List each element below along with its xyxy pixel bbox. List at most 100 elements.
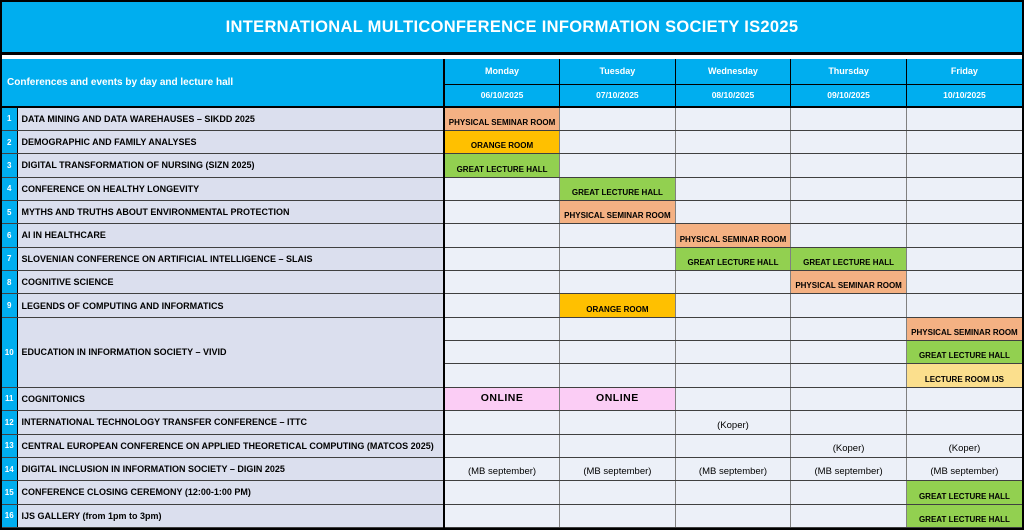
table-row: 3 DIGITAL TRANSFORMATION OF NURSING (SIZN… bbox=[2, 153, 1022, 178]
conference-label: COGNITIVE SCIENCE bbox=[17, 270, 445, 295]
schedule-cell: ONLINE bbox=[443, 387, 560, 412]
schedule-cell bbox=[674, 200, 791, 225]
schedule-cell: GREAT LECTURE HALL bbox=[559, 177, 676, 201]
schedule-cell bbox=[905, 130, 1022, 155]
day-header-monday: Monday bbox=[443, 59, 560, 85]
row-number: 14 bbox=[2, 457, 18, 482]
table-row: 2 DEMOGRAPHIC AND FAMILY ANALYSES ORANGE R… bbox=[2, 130, 1022, 155]
schedule-cell bbox=[559, 410, 676, 435]
row-number: 13 bbox=[2, 434, 18, 458]
date-header-friday: 10/10/2025 bbox=[905, 84, 1022, 108]
schedule-cell bbox=[559, 480, 676, 505]
day-header-thursday: Thursday bbox=[790, 59, 907, 85]
conference-label: MYTHS AND TRUTHS ABOUT ENVIRONMENTAL PRO… bbox=[17, 200, 445, 225]
schedule-cell: LECTURE ROOM IJS bbox=[905, 363, 1022, 388]
schedule-cell: (MB september) bbox=[559, 457, 676, 482]
schedule-cell bbox=[559, 223, 676, 248]
row-number: 9 bbox=[2, 293, 18, 318]
schedule-cell bbox=[790, 223, 907, 248]
conference-label: CENTRAL EUROPEAN CONFERENCE ON APPLIED T… bbox=[17, 434, 445, 458]
conference-label: IJS GALLERY (from 1pm to 3pm) bbox=[17, 504, 445, 528]
conference-label: EDUCATION IN INFORMATION SOCIETY – VIVID bbox=[17, 317, 445, 388]
schedule-cell bbox=[443, 504, 560, 528]
schedule-cell: (MB september) bbox=[674, 457, 791, 482]
schedule-cell bbox=[674, 153, 791, 178]
schedule-cell bbox=[674, 340, 791, 365]
table-row: GREAT LECTURE HALL bbox=[2, 340, 1022, 365]
schedule-cell bbox=[674, 107, 791, 131]
conference-label: COGNITONICS bbox=[17, 387, 445, 412]
schedule-cell bbox=[905, 200, 1022, 225]
schedule-cell bbox=[674, 363, 791, 388]
row-number: 5 bbox=[2, 200, 18, 225]
schedule-cell bbox=[443, 317, 560, 342]
schedule-cell: PHYSICAL SEMINAR ROOM bbox=[443, 107, 560, 131]
schedule-cell bbox=[790, 480, 907, 505]
schedule-cell bbox=[790, 504, 907, 528]
date-header-monday: 06/10/2025 bbox=[443, 84, 560, 108]
table-row: 6 AI IN HEALTHCARE PHYSICAL SEMINAR ROOM bbox=[2, 223, 1022, 248]
row-number: 7 bbox=[2, 247, 18, 272]
schedule-cell bbox=[559, 363, 676, 388]
schedule-cell: (Koper) bbox=[790, 434, 907, 458]
schedule-cell bbox=[559, 130, 676, 155]
schedule-cell bbox=[443, 363, 560, 388]
schedule-cell bbox=[674, 387, 791, 412]
schedule-cell bbox=[790, 293, 907, 318]
schedule-cell: (MB september) bbox=[790, 457, 907, 482]
schedule-cell bbox=[443, 410, 560, 435]
schedule-cell bbox=[559, 270, 676, 295]
schedule-cell: (MB september) bbox=[905, 457, 1022, 482]
schedule-cell bbox=[905, 223, 1022, 248]
table-body: 1 DATA MINING AND DATA WAREHAUSES – SIKDD… bbox=[2, 107, 1022, 528]
schedule-cell bbox=[905, 387, 1022, 412]
conference-label: SLOVENIAN CONFERENCE ON ARTIFICIAL INTEL… bbox=[17, 247, 445, 272]
schedule-cell bbox=[674, 130, 791, 155]
schedule-cell bbox=[790, 200, 907, 225]
date-header-thursday: 09/10/2025 bbox=[790, 84, 907, 108]
schedule-cell bbox=[790, 363, 907, 388]
schedule-cell bbox=[790, 130, 907, 155]
schedule-cell: PHYSICAL SEMINAR ROOM bbox=[674, 223, 791, 248]
schedule-cell bbox=[674, 317, 791, 342]
schedule-cell bbox=[559, 153, 676, 178]
schedule-cell: ORANGE ROOM bbox=[559, 293, 676, 318]
schedule-cell: PHYSICAL SEMINAR ROOM bbox=[559, 200, 676, 225]
schedule-cell: GREAT LECTURE HALL bbox=[790, 247, 907, 272]
schedule-cell bbox=[559, 317, 676, 342]
row-number: 4 bbox=[2, 177, 18, 201]
schedule-cell: PHYSICAL SEMINAR ROOM bbox=[790, 270, 907, 295]
conference-label: CONFERENCE CLOSING CEREMONY (12:00-1:00 … bbox=[17, 480, 445, 505]
day-header-friday: Friday bbox=[905, 59, 1022, 85]
schedule-cell: ORANGE ROOM bbox=[443, 130, 560, 155]
schedule-cell bbox=[559, 107, 676, 131]
schedule-cell bbox=[559, 504, 676, 528]
conference-label: CONFERENCE ON HEALTHY LONGEVITY bbox=[17, 177, 445, 201]
table-row: LECTURE ROOM IJS bbox=[2, 363, 1022, 388]
table-row: 15 CONFERENCE CLOSING CEREMONY (12:00-1:0… bbox=[2, 480, 1022, 505]
schedule-cell bbox=[674, 434, 791, 458]
table-row: 12 INTERNATIONAL TECHNOLOGY TRANSFER CONF… bbox=[2, 410, 1022, 435]
conference-label: DIGITAL INCLUSION IN INFORMATION SOCIETY… bbox=[17, 457, 445, 482]
row-number: 2 bbox=[2, 130, 18, 155]
schedule-cell: GREAT LECTURE HALL bbox=[674, 247, 791, 272]
schedule-cell bbox=[674, 480, 791, 505]
conference-label: AI IN HEALTHCARE bbox=[17, 223, 445, 248]
schedule-cell: GREAT LECTURE HALL bbox=[905, 340, 1022, 365]
date-header-wednesday: 08/10/2025 bbox=[674, 84, 791, 108]
schedule-cell bbox=[674, 177, 791, 201]
schedule-table: Conferences and events by day and lectur… bbox=[2, 59, 1022, 528]
schedule-cell bbox=[443, 200, 560, 225]
schedule-cell bbox=[559, 434, 676, 458]
schedule-cell bbox=[905, 247, 1022, 272]
schedule-cell: (MB september) bbox=[443, 457, 560, 482]
row-number: 6 bbox=[2, 223, 18, 248]
row-number: 15 bbox=[2, 480, 18, 505]
row-number: 11 bbox=[2, 387, 18, 412]
page-title: INTERNATIONAL MULTICONFERENCE INFORMATIO… bbox=[225, 17, 799, 36]
title-bar: INTERNATIONAL MULTICONFERENCE INFORMATIO… bbox=[2, 2, 1022, 55]
conference-label: DATA MINING AND DATA WAREHAUSES – SIKDD … bbox=[17, 107, 445, 131]
schedule-cell: GREAT LECTURE HALL bbox=[443, 153, 560, 178]
schedule-cell bbox=[443, 270, 560, 295]
